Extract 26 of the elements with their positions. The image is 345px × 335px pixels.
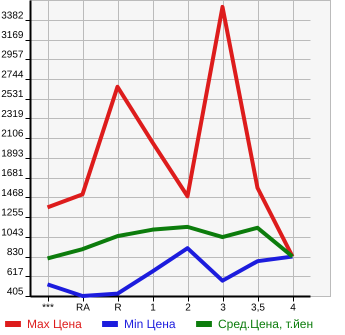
y-tick-label: 2319 — [1, 108, 24, 120]
x-tick-label: 3 — [220, 302, 226, 314]
x-tick-label: 4 — [290, 302, 296, 314]
y-tick-label: 1893 — [1, 148, 24, 160]
x-tick-label: 1 — [150, 302, 156, 314]
x-tick-label: 3,5 — [251, 302, 266, 314]
y-tick-label: 617 — [6, 266, 24, 278]
y-tick-label: 3382 — [1, 10, 24, 22]
y-tick-label: 2744 — [1, 69, 24, 80]
x-tick-label: *** — [42, 302, 54, 314]
y-tick-label: 405 — [6, 286, 24, 298]
y-tick-label: 1681 — [1, 168, 24, 180]
y-tick-label: 1255 — [1, 208, 24, 219]
y-tick-label: 2106 — [1, 128, 24, 140]
y-tick-label: 1043 — [1, 227, 24, 238]
x-tick-label: R — [114, 302, 122, 314]
x-tick-label: 2 — [185, 302, 192, 314]
y-tick-label: 3169 — [1, 30, 24, 42]
y-tick-label: 2957 — [1, 50, 24, 61]
y-tick-label: 2531 — [1, 89, 24, 100]
x-tick-label: RA — [76, 302, 90, 314]
legend-label: Max Цена — [27, 317, 82, 331]
y-tick-label: 1468 — [1, 188, 24, 199]
legend-label: Сред.Цена, т.йен — [218, 317, 314, 331]
legend-label: Min Цена — [124, 317, 176, 331]
y-tick-label: 830 — [6, 247, 24, 258]
